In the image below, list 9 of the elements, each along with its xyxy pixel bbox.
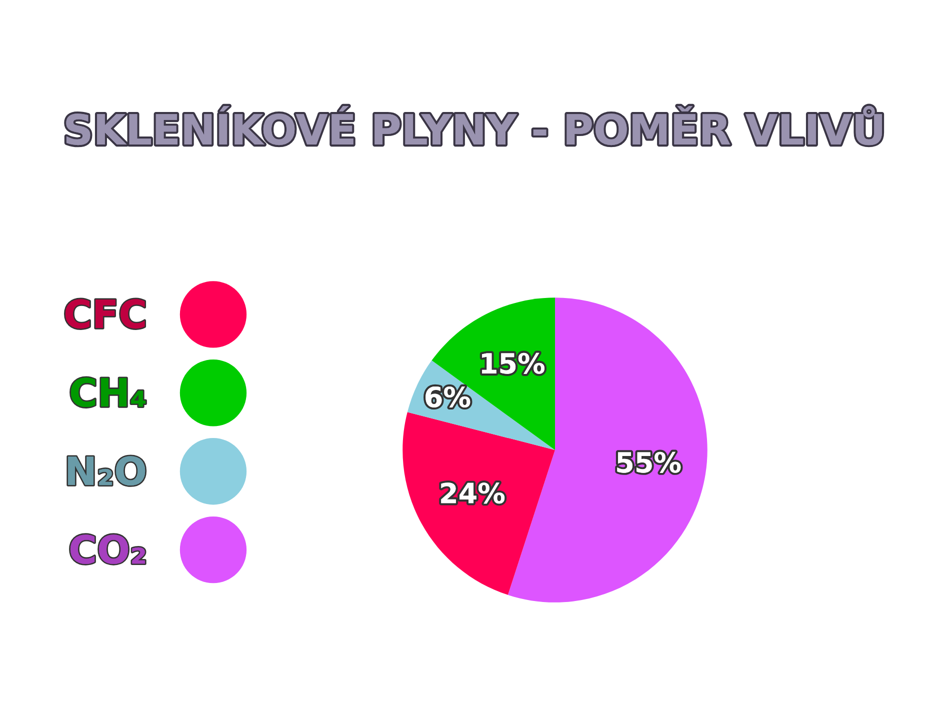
data-label: 24% [441,482,505,504]
legend-label: CFC [65,299,145,329]
legend-label: N₂O [68,456,146,486]
data-label: 55% [617,452,681,473]
legend-label: CH₄ [70,378,146,408]
data-label: 6% [426,386,470,408]
legend-label: CO₂ [70,534,145,564]
data-label: 15% [482,352,544,374]
chart-title: SKLENÍKOVÉ PLYNY - POMĚR VLIVŮ [66,106,882,146]
